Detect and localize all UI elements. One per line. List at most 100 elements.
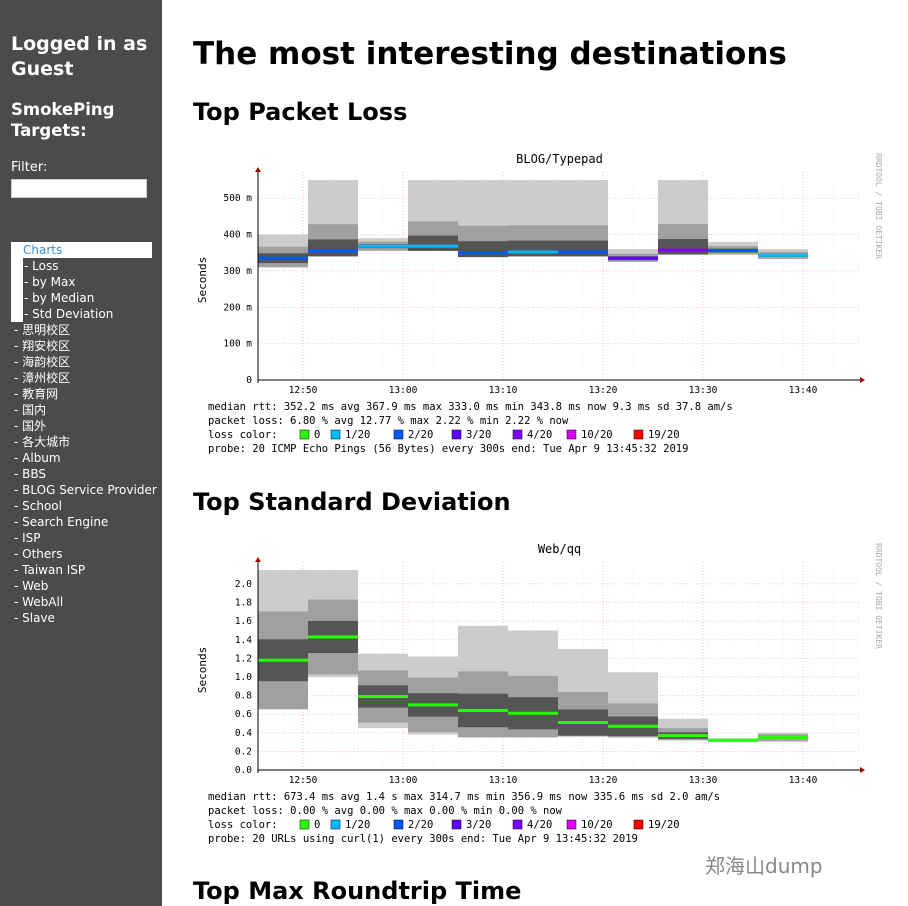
- median-rtt-mark: [758, 735, 808, 739]
- stat-median-rtt: median rtt: 673.4 ms avg 1.4 s max 314.7…: [208, 791, 720, 803]
- loss-legend-label: loss color:: [208, 819, 278, 831]
- loss-legend-swatch: [633, 819, 644, 830]
- median-rtt-mark: [658, 248, 708, 252]
- median-rtt-mark: [358, 244, 408, 248]
- median-rtt-mark: [608, 256, 658, 260]
- menu-item-target[interactable]: - 国外: [14, 419, 47, 433]
- loss-legend-label: loss color:: [208, 429, 278, 441]
- section-title-top-std-deviation: Top Standard Deviation: [193, 488, 511, 516]
- loss-legend-entry: 4/20: [527, 429, 552, 441]
- menu-item-target[interactable]: - 国内: [14, 403, 47, 417]
- chart-title: BLOG/Typepad: [516, 152, 603, 166]
- chart-side-label: RRDTOOL / TOBI OETIKER: [874, 543, 883, 649]
- x-tick-label: 12:50: [289, 775, 318, 786]
- y-tick-label: 1.6: [235, 616, 252, 627]
- median-rtt-mark: [308, 635, 358, 639]
- y-axis-label: Seconds: [196, 647, 209, 693]
- x-tick-label: 13:30: [689, 775, 718, 786]
- page-title: The most interesting destinations: [193, 36, 787, 72]
- x-tick-label: 13:40: [789, 385, 818, 396]
- menu-item-target[interactable]: - 海韵校区: [14, 355, 71, 369]
- loss-legend-entry: 19/20: [648, 429, 680, 441]
- y-axis-arrow: [255, 167, 261, 172]
- x-tick-label: 13:20: [589, 385, 618, 396]
- loss-legend-swatch: [451, 819, 462, 830]
- y-tick-label: 0.4: [235, 728, 252, 739]
- menu-item-chart-sub[interactable]: - Std Deviation: [24, 307, 114, 321]
- stat-probe: probe: 20 ICMP Echo Pings (56 Bytes) eve…: [208, 443, 688, 455]
- chart-packet-loss[interactable]: BLOG/Typepad RRDTOOL / TOBI OETIKER Second…: [193, 143, 893, 463]
- y-axis-label: Seconds: [196, 257, 209, 303]
- x-tick-label: 13:00: [389, 385, 418, 396]
- section-title-top-packet-loss: Top Packet Loss: [193, 98, 408, 126]
- loss-legend-swatch: [299, 819, 310, 830]
- y-tick-label: 1.8: [235, 598, 252, 609]
- median-rtt-mark: [458, 251, 508, 255]
- menu-item-target[interactable]: - Taiwan ISP: [14, 563, 86, 577]
- menu-item-chart-sub[interactable]: - by Max: [24, 275, 76, 289]
- stat-packet-loss: packet loss: 6.80 % avg 12.77 % max 2.22…: [208, 415, 569, 427]
- y-tick-label: 500 m: [223, 193, 252, 204]
- menu-item-target[interactable]: - 思明校区: [14, 323, 71, 337]
- loss-legend-entry: 4/20: [527, 819, 552, 831]
- x-tick-label: 13:20: [589, 775, 618, 786]
- loss-legend-swatch: [566, 819, 577, 830]
- menu-item-target[interactable]: - Others: [14, 547, 63, 561]
- y-tick-label: 0: [246, 375, 252, 386]
- menu-item-target[interactable]: - Album: [14, 451, 61, 465]
- stat-probe: probe: 20 URLs using curl(1) every 300s …: [208, 833, 638, 845]
- watermark: 郑海山dump: [705, 854, 823, 878]
- menu-item-target[interactable]: - 各大城市: [14, 435, 71, 449]
- loss-legend-entry: 0: [314, 819, 320, 831]
- loss-legend-swatch: [512, 429, 523, 440]
- menu-item-target[interactable]: - School: [14, 499, 62, 513]
- loss-legend-entry: 10/20: [581, 429, 613, 441]
- median-rtt-mark: [708, 249, 758, 253]
- loss-legend-entry: 2/20: [408, 429, 433, 441]
- median-rtt-mark: [558, 250, 608, 254]
- median-rtt-mark: [708, 738, 758, 742]
- menu-item-target[interactable]: - Slave: [14, 611, 55, 625]
- menu-item-target[interactable]: - 漳州校区: [14, 371, 71, 385]
- median-rtt-mark: [408, 703, 458, 707]
- menu-item-chart-sub[interactable]: - Loss: [24, 259, 59, 273]
- loss-legend-swatch: [330, 819, 341, 830]
- menu-item-target[interactable]: - BBS: [14, 467, 47, 481]
- loss-legend-swatch: [451, 429, 462, 440]
- menu-item-target[interactable]: - Web: [14, 579, 49, 593]
- menu-item-target[interactable]: - 教育网: [14, 387, 59, 401]
- loss-legend-entry: 10/20: [581, 819, 613, 831]
- y-tick-label: 1.4: [235, 635, 252, 646]
- loss-legend-swatch: [393, 819, 404, 830]
- smoke-band-core: [458, 241, 508, 258]
- menu-item-charts[interactable]: Charts: [11, 242, 152, 258]
- chart-std-deviation[interactable]: Web/qq RRDTOOL / TOBI OETIKER Seconds 0.0 0.…: [193, 533, 893, 853]
- menu-item-target[interactable]: - WebAll: [14, 595, 64, 609]
- loss-legend-swatch: [633, 429, 644, 440]
- menu-item-target[interactable]: - Search Engine: [14, 515, 109, 529]
- y-tick-label: 0.2: [235, 746, 252, 757]
- y-tick-label: 100 m: [223, 339, 252, 350]
- loss-legend-swatch: [393, 429, 404, 440]
- x-tick-label: 13:40: [789, 775, 818, 786]
- menu-item-chart-sub[interactable]: - by Median: [24, 291, 95, 305]
- filter-input[interactable]: [11, 179, 147, 198]
- median-rtt-mark: [508, 250, 558, 254]
- median-rtt-mark: [758, 253, 808, 257]
- x-tick-label: 13:10: [489, 775, 518, 786]
- median-rtt-mark: [258, 256, 308, 260]
- smoke-band-core: [658, 239, 708, 255]
- x-tick-label: 13:30: [689, 385, 718, 396]
- chart-side-label: RRDTOOL / TOBI OETIKER: [874, 153, 883, 259]
- loss-legend-entry: 0: [314, 429, 320, 441]
- y-tick-label: 0.8: [235, 691, 252, 702]
- menu-item-target[interactable]: - 翔安校区: [14, 339, 71, 353]
- loss-legend-swatch: [299, 429, 310, 440]
- loss-legend-entry: 19/20: [648, 819, 680, 831]
- menu-item-target[interactable]: - BLOG Service Provider: [14, 483, 157, 497]
- menu-item-target[interactable]: - ISP: [14, 531, 41, 545]
- loss-legend-swatch: [330, 429, 341, 440]
- x-axis-arrow: [860, 377, 865, 383]
- x-tick-label: 13:00: [389, 775, 418, 786]
- loss-legend-swatch: [566, 429, 577, 440]
